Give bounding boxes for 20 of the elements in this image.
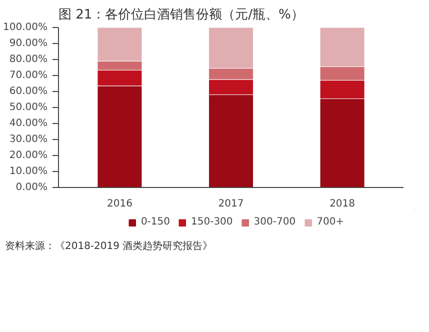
y-tick-label: 30.00% [9, 134, 48, 145]
y-tick-label: 20.00% [9, 150, 48, 161]
y-tick-label: 100.00% [3, 22, 48, 33]
y-tick-label: 40.00% [9, 118, 48, 129]
legend-label: 150-300 [191, 216, 233, 228]
x-tick-label: 2016 [106, 198, 132, 210]
y-tick-label: 70.00% [9, 70, 48, 81]
x-tick-label: 2018 [330, 198, 356, 210]
legend-label: 0-150 [140, 216, 170, 228]
y-tick-label: 50.00% [9, 102, 48, 113]
y-tick-label: 80.00% [9, 54, 48, 65]
y-tick-label: 10.00% [9, 166, 48, 177]
legend-label: 300-700 [254, 216, 296, 228]
text: 资料来源：《2018-2019 酒类趋势研究报告》 [5, 240, 213, 254]
y-tick-label: 60.00% [9, 86, 48, 97]
chart-title: 图 21：各价位白酒销售份额（元/瓶、%） [58, 8, 304, 22]
legend-label: 700+ [316, 216, 344, 228]
y-tick-label: 90.00% [9, 38, 48, 49]
y-tick-label: 0.00% [16, 182, 48, 193]
x-tick-label: 2017 [218, 198, 244, 210]
